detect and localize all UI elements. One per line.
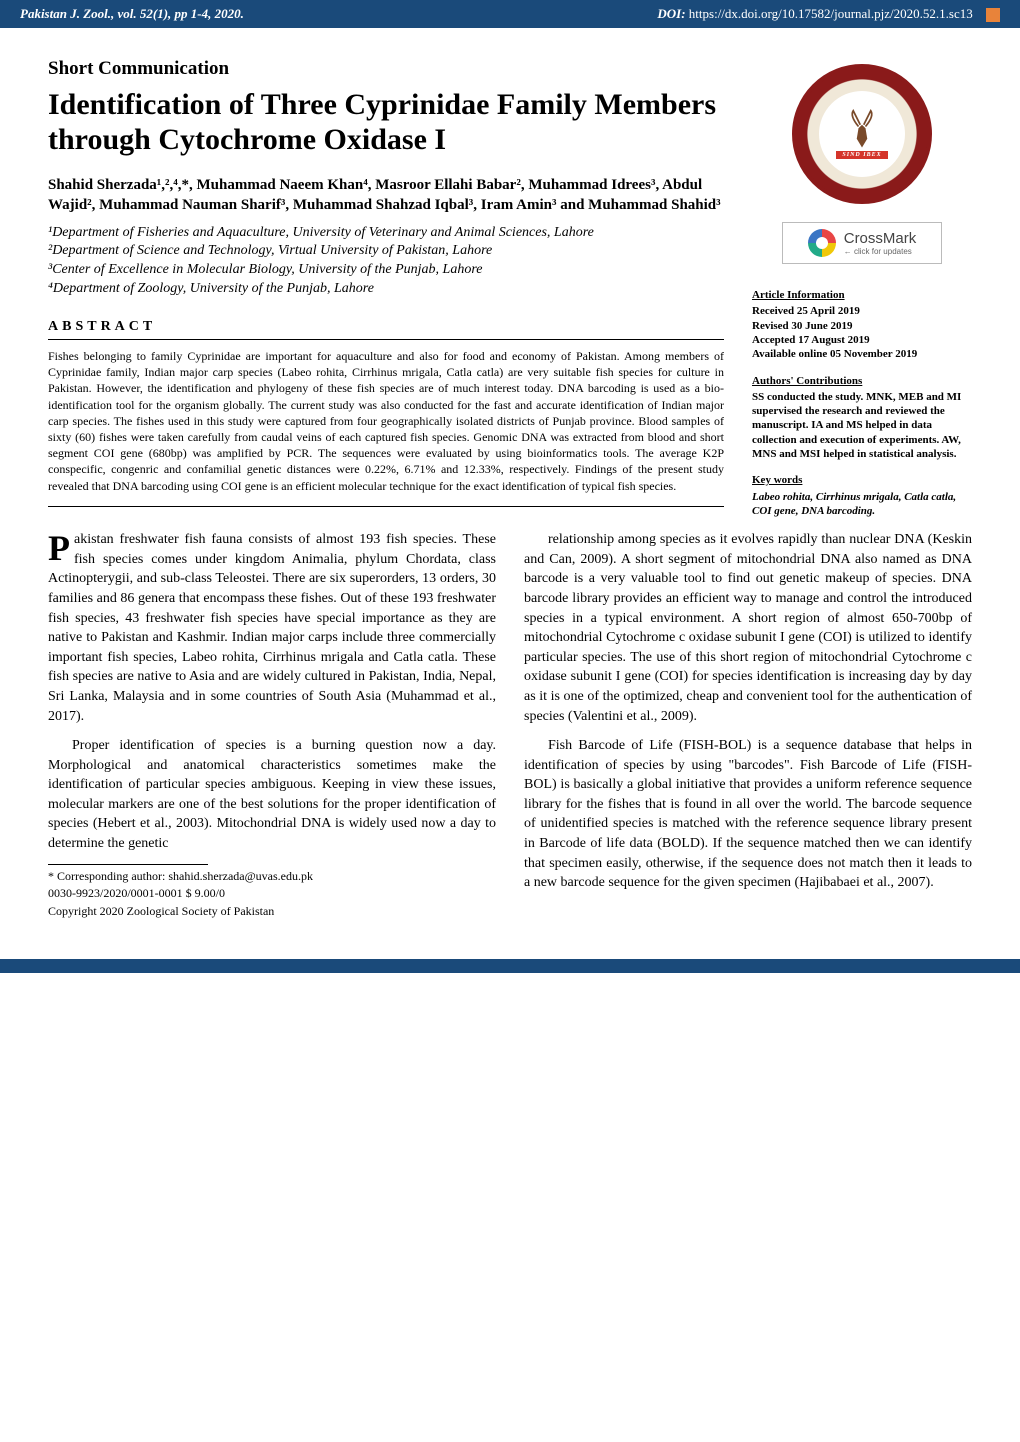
affiliation-1: ¹Department of Fisheries and Aquaculture… xyxy=(48,224,724,243)
section-label: Short Communication xyxy=(48,58,724,80)
affiliation-2: ²Department of Science and Technology, V… xyxy=(48,242,724,261)
article-title: Identification of Three Cyprinidae Famil… xyxy=(48,88,724,157)
key-words-text: Labeo rohita, Cirrhinus mrigala, Catla c… xyxy=(752,491,956,517)
received-date: Received 25 April 2019 xyxy=(752,305,860,317)
body-p1-text: akistan freshwater fish fauna consists o… xyxy=(48,532,496,723)
authors-contributions: Authors' Contributions SS conducted the … xyxy=(752,374,972,462)
authors-contrib-text: SS conducted the study. MNK, MEB and MI … xyxy=(752,391,961,460)
article-info-heading: Article Information xyxy=(752,288,972,302)
copyright-line: Copyright 2020 Zoological Society of Pak… xyxy=(48,904,496,920)
crossmark-sublabel: ← click for updates xyxy=(844,247,917,256)
abstract-heading: ABSTRACT xyxy=(48,319,724,340)
affiliation-3: ³Center of Excellence in Molecular Biolo… xyxy=(48,261,724,280)
crossmark-badge[interactable]: CrossMark ← click for updates xyxy=(782,222,942,264)
revised-date: Revised 30 June 2019 xyxy=(752,320,853,332)
dropcap: P xyxy=(48,530,74,564)
ibex-icon xyxy=(844,109,880,151)
page-content: Short Communication Identification of Th… xyxy=(0,28,1020,939)
crossmark-icon xyxy=(808,229,836,257)
key-words-heading: Key words xyxy=(752,473,972,487)
body-p3: relationship among species as it evolves… xyxy=(524,530,972,726)
doi-url[interactable]: https://dx.doi.org/10.17582/journal.pjz/… xyxy=(689,6,973,21)
authors-list: Shahid Sherzada¹,²,⁴,*, Muhammad Naeem K… xyxy=(48,175,724,216)
affiliations: ¹Department of Fisheries and Aquaculture… xyxy=(48,224,724,300)
society-logo: SIND IBEX xyxy=(792,64,932,204)
authors-contrib-heading: Authors' Contributions xyxy=(752,374,972,388)
main-column: Short Communication Identification of Th… xyxy=(48,58,724,530)
body-p1: Pakistan freshwater fish fauna consists … xyxy=(48,530,496,726)
logo-inner: SIND IBEX xyxy=(819,91,905,177)
abstract-text: Fishes belonging to family Cyprinidae ar… xyxy=(48,348,724,507)
doi-block: DOI: https://dx.doi.org/10.17582/journal… xyxy=(657,6,1000,22)
footnote-block: * Corresponding author: shahid.sherzada@… xyxy=(48,864,496,920)
crossmark-label: CrossMark xyxy=(844,230,917,247)
body-p4: Fish Barcode of Life (FISH-BOL) is a seq… xyxy=(524,736,972,893)
doi-label: DOI: xyxy=(657,6,685,21)
journal-reference: Pakistan J. Zool., vol. 52(1), pp 1-4, 2… xyxy=(20,6,244,22)
footnote-rule xyxy=(48,864,208,865)
accepted-date: Accepted 17 August 2019 xyxy=(752,334,870,346)
article-information: Article Information Received 25 April 20… xyxy=(752,288,972,361)
body-p2: Proper identification of species is a bu… xyxy=(48,736,496,854)
affiliation-4: ⁴Department of Zoology, University of th… xyxy=(48,280,724,299)
corresponding-author: * Corresponding author: shahid.sherzada@… xyxy=(48,869,496,885)
body-text: Pakistan freshwater fish fauna consists … xyxy=(48,530,972,919)
issn-price: 0030-9923/2020/0001-0001 $ 9.00/0 xyxy=(48,886,496,902)
logo-banner: SIND IBEX xyxy=(836,151,887,159)
accent-square-icon xyxy=(986,8,1000,22)
footer-bar xyxy=(0,959,1020,973)
available-date: Available online 05 November 2019 xyxy=(752,348,917,360)
sidebar-column: SIND IBEX CrossMark ← click for updates … xyxy=(752,58,972,530)
key-words-block: Key words Labeo rohita, Cirrhinus mrigal… xyxy=(752,473,972,518)
journal-header-bar: Pakistan J. Zool., vol. 52(1), pp 1-4, 2… xyxy=(0,0,1020,28)
